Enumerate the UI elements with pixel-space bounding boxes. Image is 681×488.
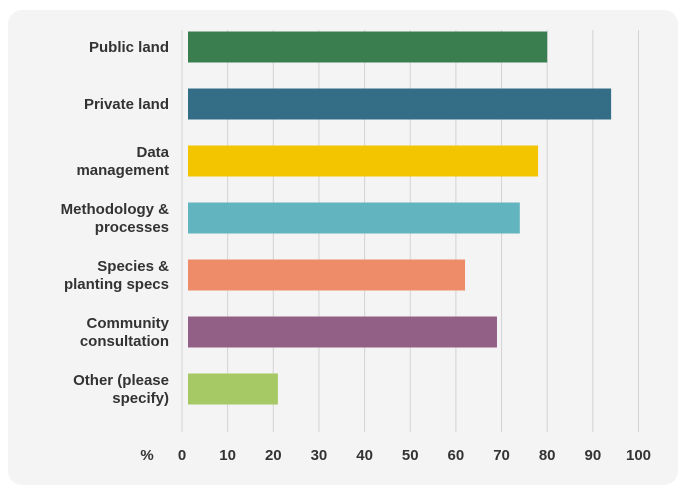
category-label-line: Data: [136, 144, 169, 161]
category-label-line: Private land: [84, 96, 169, 113]
bar: [188, 316, 497, 348]
category-label-line: management: [76, 162, 169, 179]
bar: [188, 373, 278, 405]
bar: [188, 88, 612, 120]
category-label-line: processes: [95, 219, 169, 236]
bar: [188, 259, 466, 291]
x-tick-label: 20: [265, 447, 282, 464]
category-label-line: Public land: [89, 39, 169, 56]
category-label: Community consultation: [80, 315, 170, 350]
x-tick-label: 50: [402, 447, 419, 464]
x-tick-label: 40: [356, 447, 373, 464]
bar: [188, 31, 548, 63]
category-label: Data management: [76, 144, 169, 179]
x-tick-label: 100: [626, 447, 651, 464]
category-label-line: consultation: [80, 333, 169, 350]
x-tick-label: 70: [493, 447, 510, 464]
category-label-line: planting specs: [64, 276, 169, 293]
bars: [188, 31, 612, 405]
category-label: Public land: [89, 39, 169, 56]
x-tick-label: 60: [448, 447, 465, 464]
x-tick-label: 0: [178, 447, 186, 464]
x-tick-label: 80: [539, 447, 556, 464]
bar: [188, 202, 520, 234]
x-tick-label: 10: [219, 447, 236, 464]
category-label-line: Species &: [97, 258, 169, 275]
category-label-line: Community: [87, 315, 170, 332]
category-label: Other (please specify): [73, 372, 169, 407]
category-label: Species & planting specs: [64, 258, 169, 293]
category-label-line: Methodology &: [61, 201, 169, 218]
x-tick-label: 90: [585, 447, 602, 464]
category-label-line: specify): [112, 390, 169, 407]
category-label: Methodology & processes: [61, 201, 169, 236]
category-labels: Public land Private land Data management Met…: [61, 39, 170, 407]
category-label: Private land: [84, 96, 169, 113]
x-axis-ticks: 0 10 20 30 40 50 60 70 80 90 100: [178, 447, 651, 464]
x-tick-label: 30: [311, 447, 328, 464]
bar: [188, 145, 539, 177]
x-axis-unit-label: %: [140, 447, 153, 464]
category-label-line: Other (please: [73, 372, 169, 389]
